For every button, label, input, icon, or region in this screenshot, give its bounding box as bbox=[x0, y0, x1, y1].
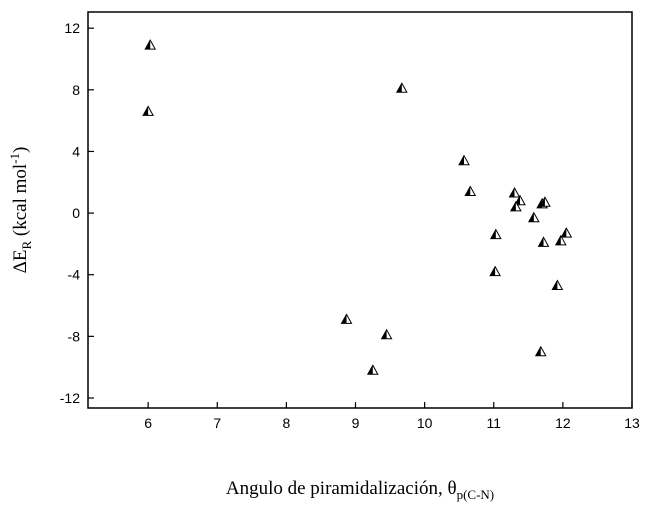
point bbox=[340, 313, 353, 324]
y-tick-label: 8 bbox=[72, 82, 80, 98]
x-label-sub: p(C-N) bbox=[457, 487, 495, 502]
point bbox=[489, 228, 502, 240]
point bbox=[458, 154, 470, 166]
x-tick-label: 7 bbox=[213, 415, 221, 431]
plot-frame bbox=[87, 11, 633, 409]
x-tick-label: 12 bbox=[555, 415, 571, 431]
point bbox=[142, 105, 154, 116]
marker-fill bbox=[465, 186, 471, 196]
y-tick-label: -4 bbox=[68, 267, 81, 283]
y-axis-label: ΔER (kcal mol-1) bbox=[7, 147, 34, 274]
x-tick-label: 8 bbox=[282, 415, 290, 431]
y-tick-label: -8 bbox=[68, 328, 81, 344]
marker-fill bbox=[396, 83, 402, 93]
point bbox=[537, 236, 550, 247]
point bbox=[554, 234, 567, 246]
marker-fill bbox=[561, 228, 567, 238]
y-label-unit: (kcal mol bbox=[10, 164, 31, 241]
x-tick-label: 13 bbox=[624, 415, 640, 431]
marker-fill bbox=[145, 40, 151, 50]
marker-fill bbox=[367, 365, 373, 375]
point bbox=[551, 279, 564, 291]
point bbox=[539, 196, 551, 207]
point bbox=[560, 227, 573, 238]
x-tick-label: 10 bbox=[417, 415, 433, 431]
point bbox=[380, 328, 393, 340]
y-label-main: ΔE bbox=[10, 250, 31, 274]
y-tick-label: 4 bbox=[72, 143, 80, 159]
y-tick-label: -12 bbox=[60, 390, 80, 406]
marker-fill bbox=[552, 280, 558, 290]
point bbox=[366, 364, 379, 375]
point bbox=[144, 39, 157, 50]
point bbox=[527, 211, 540, 223]
marker-fill bbox=[539, 197, 545, 207]
x-label-main: Angulo de piramidalización, θ bbox=[226, 478, 457, 499]
y-label-close: ) bbox=[10, 147, 31, 153]
x-tick-label: 6 bbox=[144, 415, 152, 431]
point bbox=[464, 185, 477, 197]
y-tick-label: 0 bbox=[72, 205, 80, 221]
point bbox=[508, 187, 521, 198]
point bbox=[510, 200, 522, 212]
x-tick-label: 9 bbox=[352, 415, 360, 431]
y-tick-label: 12 bbox=[64, 20, 80, 36]
y-label-sub: R bbox=[19, 241, 34, 250]
y-label-sup: -1 bbox=[7, 153, 22, 164]
marker-fill bbox=[341, 314, 347, 324]
x-tick-label: 11 bbox=[486, 415, 501, 431]
point bbox=[489, 265, 501, 277]
point bbox=[395, 82, 408, 93]
point bbox=[534, 345, 547, 357]
x-axis-label: Angulo de piramidalización, θp(C-N) bbox=[226, 478, 494, 502]
